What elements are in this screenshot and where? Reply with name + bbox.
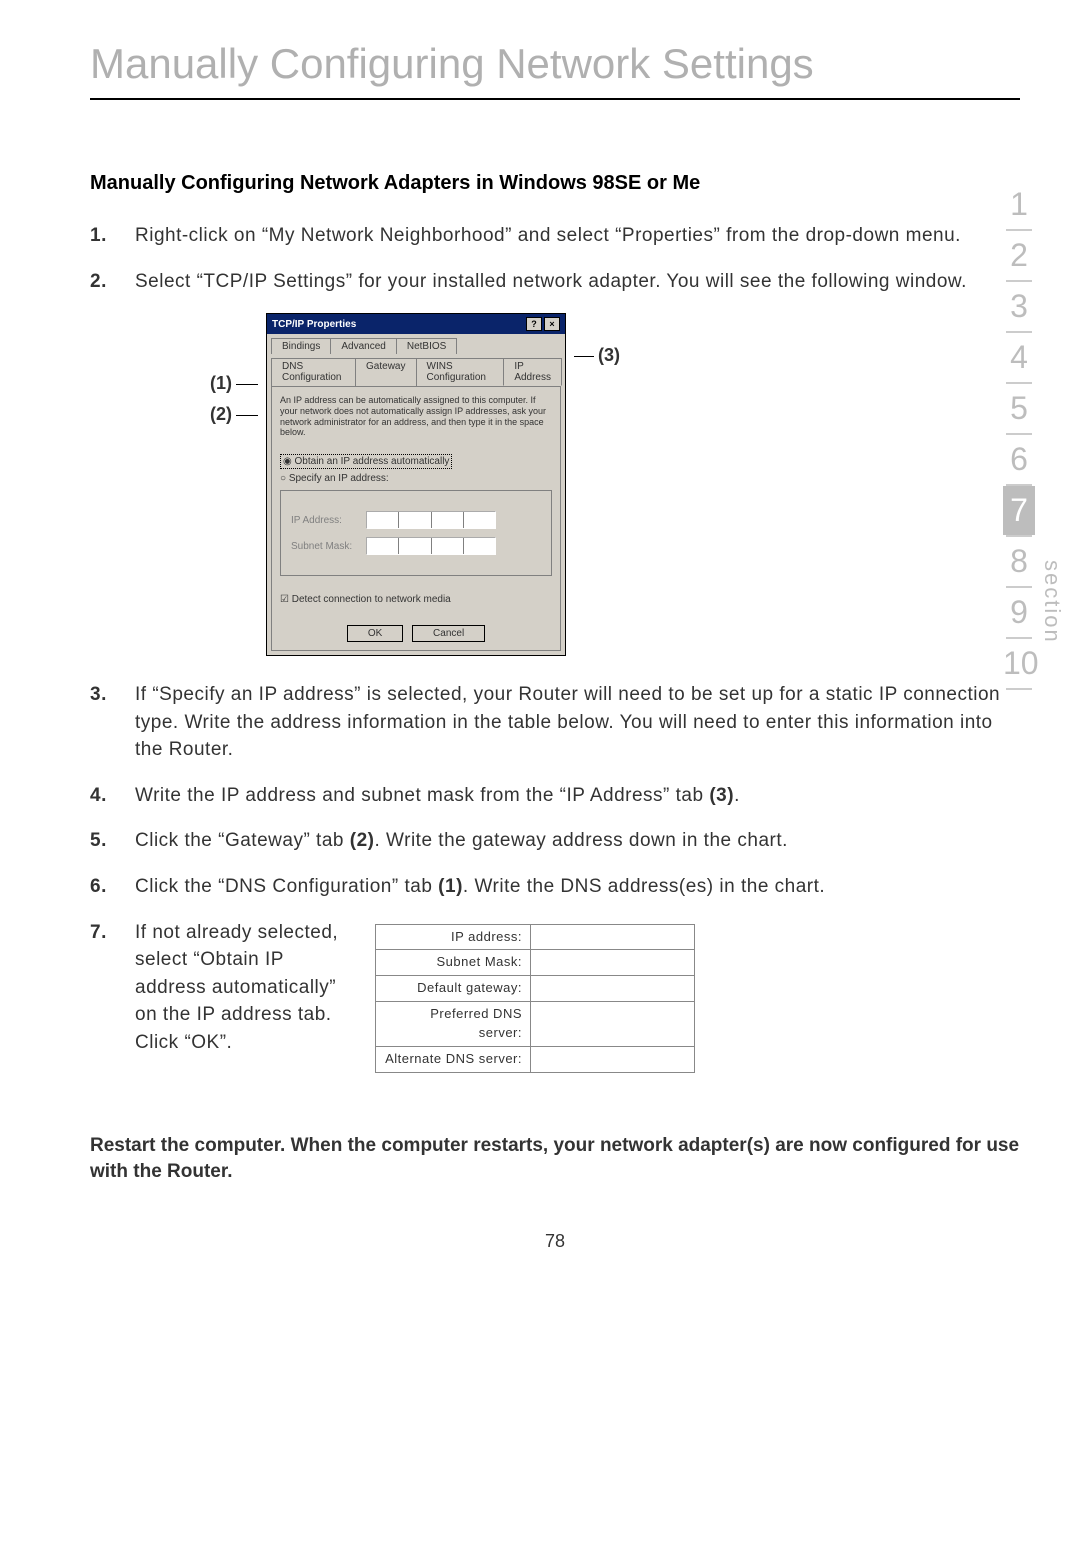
subnet-mask-label: Subnet Mask:	[291, 541, 366, 552]
step-number: 4.	[90, 782, 135, 810]
horizontal-rule	[90, 98, 1020, 100]
help-icon[interactable]: ?	[526, 317, 542, 331]
step-1: 1.Right-click on “My Network Neighborhoo…	[90, 222, 1020, 250]
callout-1: (1)	[210, 373, 232, 393]
section-nav: 1 2 3 4 5 6 7 8 9 10	[1003, 180, 1035, 690]
dialog-title: TCP/IP Properties	[272, 319, 356, 330]
nav-item-8[interactable]: 8	[1003, 537, 1035, 586]
tab-ipaddress[interactable]: IP Address	[503, 358, 562, 386]
step-number: 7.	[90, 919, 135, 1073]
step-body: Write the IP address and subnet mask fro…	[135, 782, 1020, 810]
table-row: Preferred DNS server:	[376, 1002, 695, 1047]
tcpip-dialog: TCP/IP Properties ? × Bindings Advanced …	[266, 313, 566, 656]
detect-checkbox[interactable]: ☑ Detect connection to network media	[280, 594, 552, 605]
step-body: Right-click on “My Network Neighborhood”…	[135, 222, 1020, 250]
dialog-figure: (1) (2) TCP/IP Properties ? × Bindings A…	[90, 313, 1020, 656]
step-body: Select “TCP/IP Settings” for your instal…	[135, 268, 1020, 296]
section-heading: Manually Configuring Network Adapters in…	[90, 170, 1020, 197]
tab-netbios[interactable]: NetBIOS	[396, 338, 457, 354]
tab-wins[interactable]: WINS Configuration	[416, 358, 505, 386]
step-5: 5.Click the “Gateway” tab (2). Write the…	[90, 827, 1020, 855]
tab-gateway[interactable]: Gateway	[355, 358, 416, 386]
nav-item-6[interactable]: 6	[1003, 435, 1035, 484]
tab-dns[interactable]: DNS Configuration	[271, 358, 356, 386]
radio-obtain-auto[interactable]: ◉ Obtain an IP address automatically	[280, 454, 452, 469]
step-body: Click the “DNS Configuration” tab (1). W…	[135, 873, 1020, 901]
nav-item-7[interactable]: 7	[1003, 486, 1035, 535]
step-7: 7. If not already selected, select “Obta…	[90, 919, 1020, 1073]
nav-item-2[interactable]: 2	[1003, 231, 1035, 280]
ip-address-input[interactable]	[366, 511, 496, 529]
nav-item-10[interactable]: 10	[1003, 639, 1035, 688]
step-number: 5.	[90, 827, 135, 855]
step-number: 2.	[90, 268, 135, 296]
step-4: 4.Write the IP address and subnet mask f…	[90, 782, 1020, 810]
step-number: 1.	[90, 222, 135, 250]
cancel-button[interactable]: Cancel	[412, 625, 485, 642]
radio-specify-ip[interactable]: ○ Specify an IP address:	[280, 473, 389, 484]
nav-item-4[interactable]: 4	[1003, 333, 1035, 382]
callout-3: (3)	[598, 345, 620, 365]
page-number: 78	[90, 1231, 1020, 1252]
step-body: If “Specify an IP address” is selected, …	[135, 681, 1020, 764]
table-row: Subnet Mask:	[376, 950, 695, 976]
step-number: 6.	[90, 873, 135, 901]
nav-item-9[interactable]: 9	[1003, 588, 1035, 637]
step-2: 2.Select “TCP/IP Settings” for your inst…	[90, 268, 1020, 296]
table-row: Alternate DNS server:	[376, 1046, 695, 1072]
step-6: 6.Click the “DNS Configuration” tab (1).…	[90, 873, 1020, 901]
ok-button[interactable]: OK	[347, 625, 403, 642]
nav-item-1[interactable]: 1	[1003, 180, 1035, 229]
table-row: Default gateway:	[376, 976, 695, 1002]
close-icon[interactable]: ×	[544, 317, 560, 331]
step-3: 3.If “Specify an IP address” is selected…	[90, 681, 1020, 764]
subnet-mask-input[interactable]	[366, 537, 496, 555]
page-title: Manually Configuring Network Settings	[90, 40, 1020, 88]
section-label: section	[1039, 560, 1065, 644]
nav-item-3[interactable]: 3	[1003, 282, 1035, 331]
table-row: IP address:	[376, 924, 695, 950]
step-number: 3.	[90, 681, 135, 764]
step-body: Click the “Gateway” tab (2). Write the g…	[135, 827, 1020, 855]
tab-advanced[interactable]: Advanced	[330, 338, 396, 354]
address-info-table: IP address: Subnet Mask: Default gateway…	[375, 924, 695, 1073]
dialog-explain-text: An IP address can be automatically assig…	[280, 395, 552, 438]
nav-item-5[interactable]: 5	[1003, 384, 1035, 433]
ip-address-label: IP Address:	[291, 515, 366, 526]
callout-2: (2)	[210, 404, 232, 424]
restart-note: Restart the computer. When the computer …	[90, 1133, 1020, 1186]
step-body: If not already selected, select “Obtain …	[135, 919, 1020, 1073]
tab-bindings[interactable]: Bindings	[271, 338, 331, 354]
